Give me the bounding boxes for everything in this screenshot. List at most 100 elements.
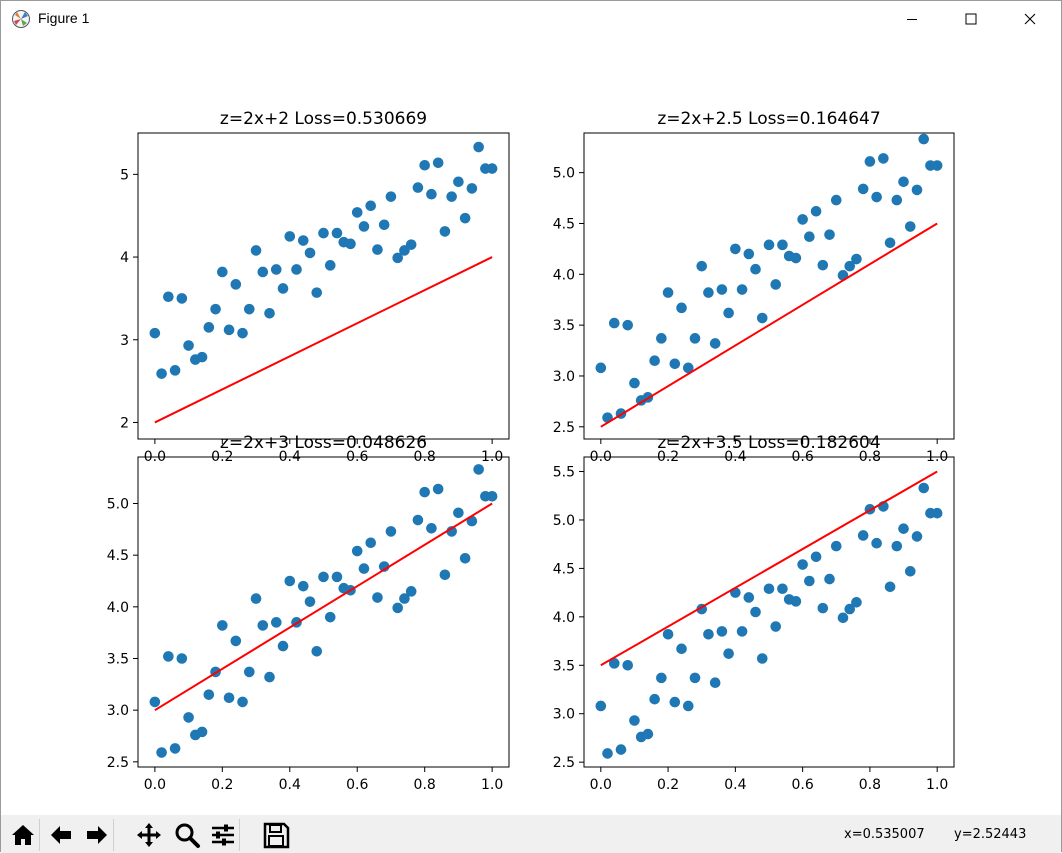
scatter-point: [871, 191, 882, 203]
scatter-point: [830, 194, 842, 206]
minimize-button[interactable]: [889, 1, 935, 37]
scatter-point: [412, 514, 424, 526]
scatter-point: [223, 692, 235, 704]
subplot-4[interactable]: z=2x+3.5 Loss=0.182604 0.0 0.2 0.4 0.6 0.8 1.0…: [553, 433, 955, 793]
maximize-button[interactable]: [948, 1, 994, 37]
scatter-point: [891, 194, 903, 206]
zoom-button[interactable]: [171, 819, 203, 851]
axes-frame: [583, 132, 955, 440]
scatter-point: [723, 307, 734, 319]
axes-frame: [137, 132, 510, 440]
scatter-point: [446, 526, 457, 537]
home-icon: [12, 825, 34, 845]
x-tick-label: 0.4: [724, 777, 746, 793]
scatter-point: [149, 696, 161, 708]
scatter-point: [277, 640, 289, 652]
figure-canvas[interactable]: z=2x+2 Loss=0.530669 0.0 0.2 0.4 0.6 0.8 1.0 2 3…: [1, 37, 1061, 813]
scatter-point: [351, 545, 363, 557]
scatter-point: [790, 252, 802, 264]
y-tick-label: 4.0: [553, 267, 575, 283]
scatter-point: [810, 551, 822, 563]
scatter-point: [439, 569, 451, 581]
y-tick-label: 3: [120, 333, 129, 349]
scatter-point: [196, 726, 208, 738]
subplot-title: z=2x+3.5 Loss=0.182604: [657, 433, 880, 453]
scatter-point: [904, 221, 916, 232]
scatter-point: [230, 635, 242, 647]
pan-button[interactable]: [133, 819, 165, 851]
scatter-point: [432, 157, 444, 169]
subplot-3[interactable]: z=2x+3 Loss=0.048626 0.0 0.2 0.4 0.6 0.8 1.0 2.…: [107, 433, 510, 793]
scatter-point: [817, 259, 829, 271]
scatter-point: [851, 253, 862, 265]
y-tick-label: 2.5: [553, 420, 575, 436]
scatter-point: [676, 643, 687, 655]
scatter-point: [763, 583, 775, 595]
scatter-point: [817, 602, 829, 614]
title-bar[interactable]: Figure 1: [1, 1, 1061, 37]
scatter-point: [669, 696, 681, 708]
scatter-point: [844, 260, 856, 272]
close-icon: [1024, 13, 1036, 25]
scatter-point: [689, 672, 701, 684]
scatter-point: [884, 581, 896, 593]
cursor-x-readout: x=0.535007: [844, 827, 925, 842]
scatter-point: [918, 133, 930, 145]
scatter-point: [709, 677, 721, 689]
scatter-point: [217, 266, 228, 278]
scatter-point: [797, 559, 808, 570]
y-tick-label: 3.5: [553, 318, 575, 334]
y-tick-label: 3.0: [553, 707, 575, 723]
back-button[interactable]: [45, 819, 77, 851]
axes-frame: [583, 456, 955, 768]
scatter-point: [459, 552, 471, 564]
scatter-point: [931, 160, 943, 171]
scatter-point: [419, 486, 430, 498]
y-tick-label: 2: [120, 415, 129, 431]
y-tick-label: 4.5: [553, 561, 575, 577]
cursor-y-readout: y=2.52443: [954, 827, 1027, 842]
scatter-point: [426, 523, 437, 534]
scatter-point: [324, 260, 336, 271]
scatter-point: [682, 700, 694, 712]
axes-frame: [137, 456, 510, 768]
scatter-point: [770, 621, 782, 632]
scatter-point: [736, 626, 748, 637]
fit-line: [600, 222, 938, 428]
scatter-point: [770, 279, 782, 290]
scatter-point: [385, 191, 397, 202]
scatter-point: [716, 284, 728, 295]
window-title: Figure 1: [38, 10, 90, 26]
scatter-point: [264, 671, 275, 683]
scatter-point: [777, 239, 788, 251]
maximize-icon: [965, 13, 977, 25]
scatter-point: [824, 229, 835, 240]
scatter-point: [824, 573, 835, 585]
scatter-point: [608, 658, 620, 669]
scatter-point: [696, 260, 708, 272]
scatter-point: [622, 319, 634, 331]
scatter-point: [669, 358, 681, 370]
scatter-point: [656, 333, 667, 344]
scatter-point: [804, 231, 815, 242]
scatter-point: [911, 184, 923, 196]
y-tick-label: 4.5: [553, 216, 575, 232]
scatter-point: [257, 620, 269, 631]
scatter-point: [689, 333, 701, 344]
x-tick-label: 0.2: [657, 777, 679, 793]
x-tick-label: 0.2: [211, 777, 233, 793]
home-button[interactable]: [7, 819, 40, 851]
save-button[interactable]: [260, 819, 292, 851]
scatter-point: [837, 612, 849, 624]
scatter-point: [331, 571, 343, 583]
subplots-grid[interactable]: z=2x+2 Loss=0.530669 0.0 0.2 0.4 0.6 0.8 1.0 2 3…: [1, 37, 1061, 813]
forward-button[interactable]: [81, 819, 114, 851]
configure-subplots-button[interactable]: [207, 819, 240, 851]
scatter-point: [904, 566, 916, 577]
scatter-point: [682, 362, 694, 374]
scatter-point: [486, 490, 498, 502]
x-tick-label: 0.8: [859, 777, 881, 793]
close-button[interactable]: [1007, 1, 1053, 37]
